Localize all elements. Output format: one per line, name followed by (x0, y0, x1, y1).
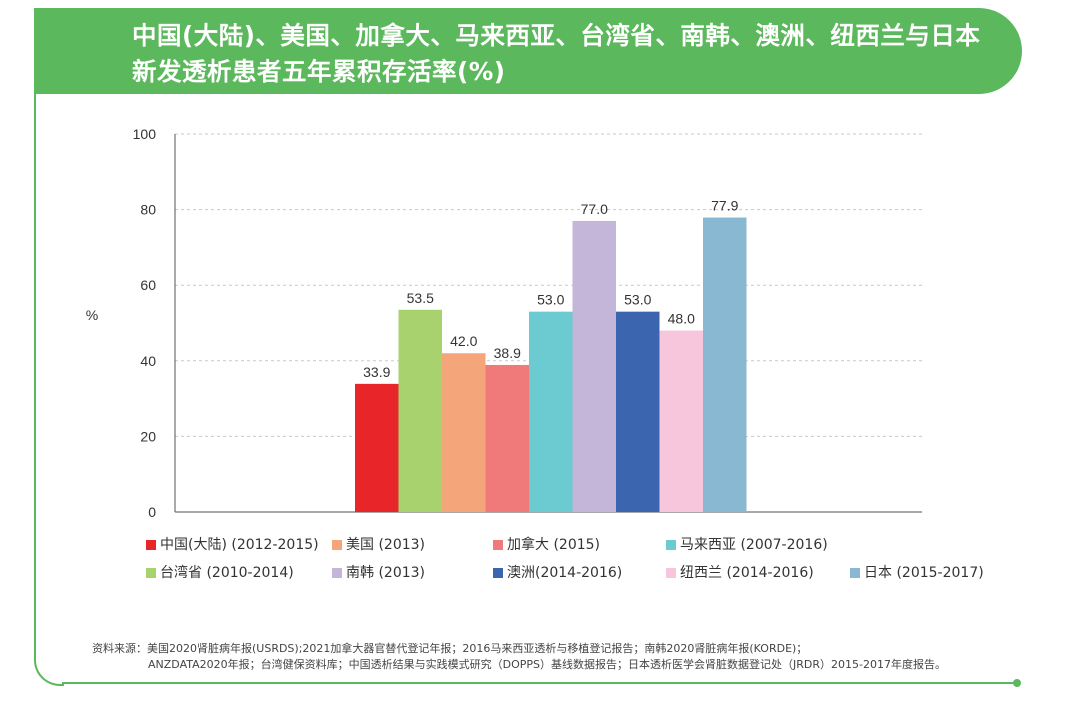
source-line-2: ANZDATA2020年报；台湾健保资料库；中国透析结果与实践模式研究（DOPP… (148, 658, 946, 671)
legend-swatch (493, 540, 503, 550)
legend-label: 日本 (2015-2017) (864, 565, 984, 581)
y-axis-label: % (86, 307, 98, 323)
legend-swatch (146, 568, 156, 578)
legend-swatch (850, 568, 860, 578)
legend-item: 美国 (2013) (332, 535, 493, 555)
legend-label: 澳洲(2014-2016) (507, 565, 623, 581)
data-label: 77.9 (711, 198, 738, 214)
legend-row: 台湾省 (2010-2014) 南韩 (2013) 澳洲(2014-2016) 纽西兰… (146, 563, 984, 591)
legend-swatch (666, 540, 676, 550)
data-label: 53.0 (537, 292, 564, 308)
frame-end-dot (1013, 679, 1021, 687)
bar (703, 217, 747, 512)
legend-item: 南韩 (2013) (332, 563, 493, 583)
legend-swatch (332, 540, 342, 550)
bar (659, 330, 703, 512)
legend-swatch (146, 540, 156, 550)
bar (529, 311, 573, 512)
legend-label: 台湾省 (2010-2014) (160, 565, 294, 581)
frame-left-border (34, 94, 36, 660)
legend-item: 加拿大 (2015) (493, 535, 666, 555)
y-tick-label: 80 (140, 202, 156, 218)
bar (355, 383, 399, 512)
data-label: 53.0 (624, 292, 651, 308)
bar (485, 364, 529, 512)
bar (398, 309, 442, 512)
data-label: 33.9 (363, 364, 390, 380)
title-banner: 中国(大陆)、美国、加拿大、马来西亚、台湾省、南韩、澳洲、纽西兰与日本 新发透析… (34, 8, 1022, 94)
legend-row: 中国(大陆) (2012-2015) 美国 (2013) 加拿大 (2015) 马来西… (146, 535, 946, 563)
data-label: 48.0 (668, 311, 695, 327)
bar (616, 311, 660, 512)
legend-label: 中国(大陆) (2012-2015) (160, 537, 319, 553)
chart-title-line-2: 新发透析患者五年累积存活率(%) (132, 57, 506, 86)
chart-title-line-1: 中国(大陆)、美国、加拿大、马来西亚、台湾省、南韩、澳洲、纽西兰与日本 (132, 21, 981, 50)
data-label: 53.5 (407, 290, 434, 306)
data-label: 42.0 (450, 333, 477, 349)
legend-item: 马来西亚 (2007-2016) (666, 535, 850, 555)
legend-swatch (666, 568, 676, 578)
bar (572, 220, 616, 512)
y-tick-label: 40 (140, 353, 156, 369)
legend-swatch (332, 568, 342, 578)
legend-item: 台湾省 (2010-2014) (146, 563, 332, 583)
bar (442, 353, 486, 512)
legend-label: 美国 (2013) (346, 537, 426, 553)
legend-item: 中国(大陆) (2012-2015) (146, 535, 332, 555)
legend-label: 加拿大 (2015) (507, 537, 601, 553)
y-tick-label: 100 (133, 126, 157, 142)
legend-label: 南韩 (2013) (346, 565, 426, 581)
y-tick-label: 0 (148, 504, 156, 520)
legend-item: 日本 (2015-2017) (850, 563, 984, 583)
legend-label: 马来西亚 (2007-2016) (680, 537, 828, 553)
source-line-1: 资料来源：美国2020肾脏病年报(USRDS);2021加拿大器官替代登记年报；… (92, 642, 808, 655)
chart-legend: 中国(大陆) (2012-2015) 美国 (2013) 加拿大 (2015) 马来西… (146, 535, 984, 591)
legend-item: 纽西兰 (2014-2016) (666, 563, 850, 583)
legend-item: 澳洲(2014-2016) (493, 563, 666, 583)
legend-label: 纽西兰 (2014-2016) (680, 565, 814, 581)
data-label: 38.9 (494, 345, 521, 361)
y-tick-label: 60 (140, 277, 156, 293)
data-label: 77.0 (581, 201, 608, 217)
legend-swatch (493, 568, 503, 578)
y-tick-label: 20 (140, 428, 156, 444)
data-source-note: 资料来源：美国2020肾脏病年报(USRDS);2021加拿大器官替代登记年报；… (92, 641, 1022, 673)
frame-bottom-border (62, 682, 1016, 684)
